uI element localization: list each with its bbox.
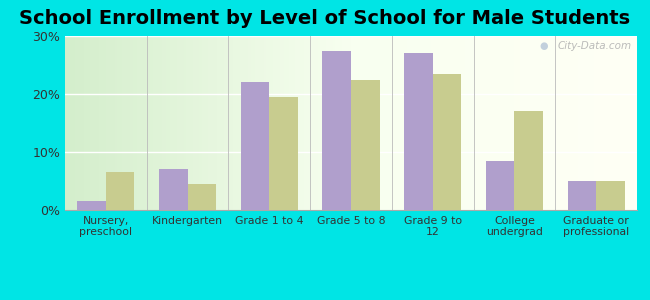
- Bar: [514, 111, 543, 210]
- Text: City-Data.com: City-Data.com: [557, 41, 631, 51]
- Bar: [322, 50, 351, 210]
- Bar: [596, 181, 625, 210]
- Text: ●: ●: [540, 41, 549, 51]
- Bar: [269, 97, 298, 210]
- Bar: [106, 172, 135, 210]
- Bar: [486, 161, 514, 210]
- Bar: [404, 53, 433, 210]
- Bar: [159, 169, 188, 210]
- Bar: [433, 74, 462, 210]
- Text: School Enrollment by Level of School for Male Students: School Enrollment by Level of School for…: [20, 9, 630, 28]
- Bar: [351, 80, 380, 210]
- Bar: [188, 184, 216, 210]
- Bar: [567, 181, 596, 210]
- Bar: [240, 82, 269, 210]
- Bar: [77, 201, 106, 210]
